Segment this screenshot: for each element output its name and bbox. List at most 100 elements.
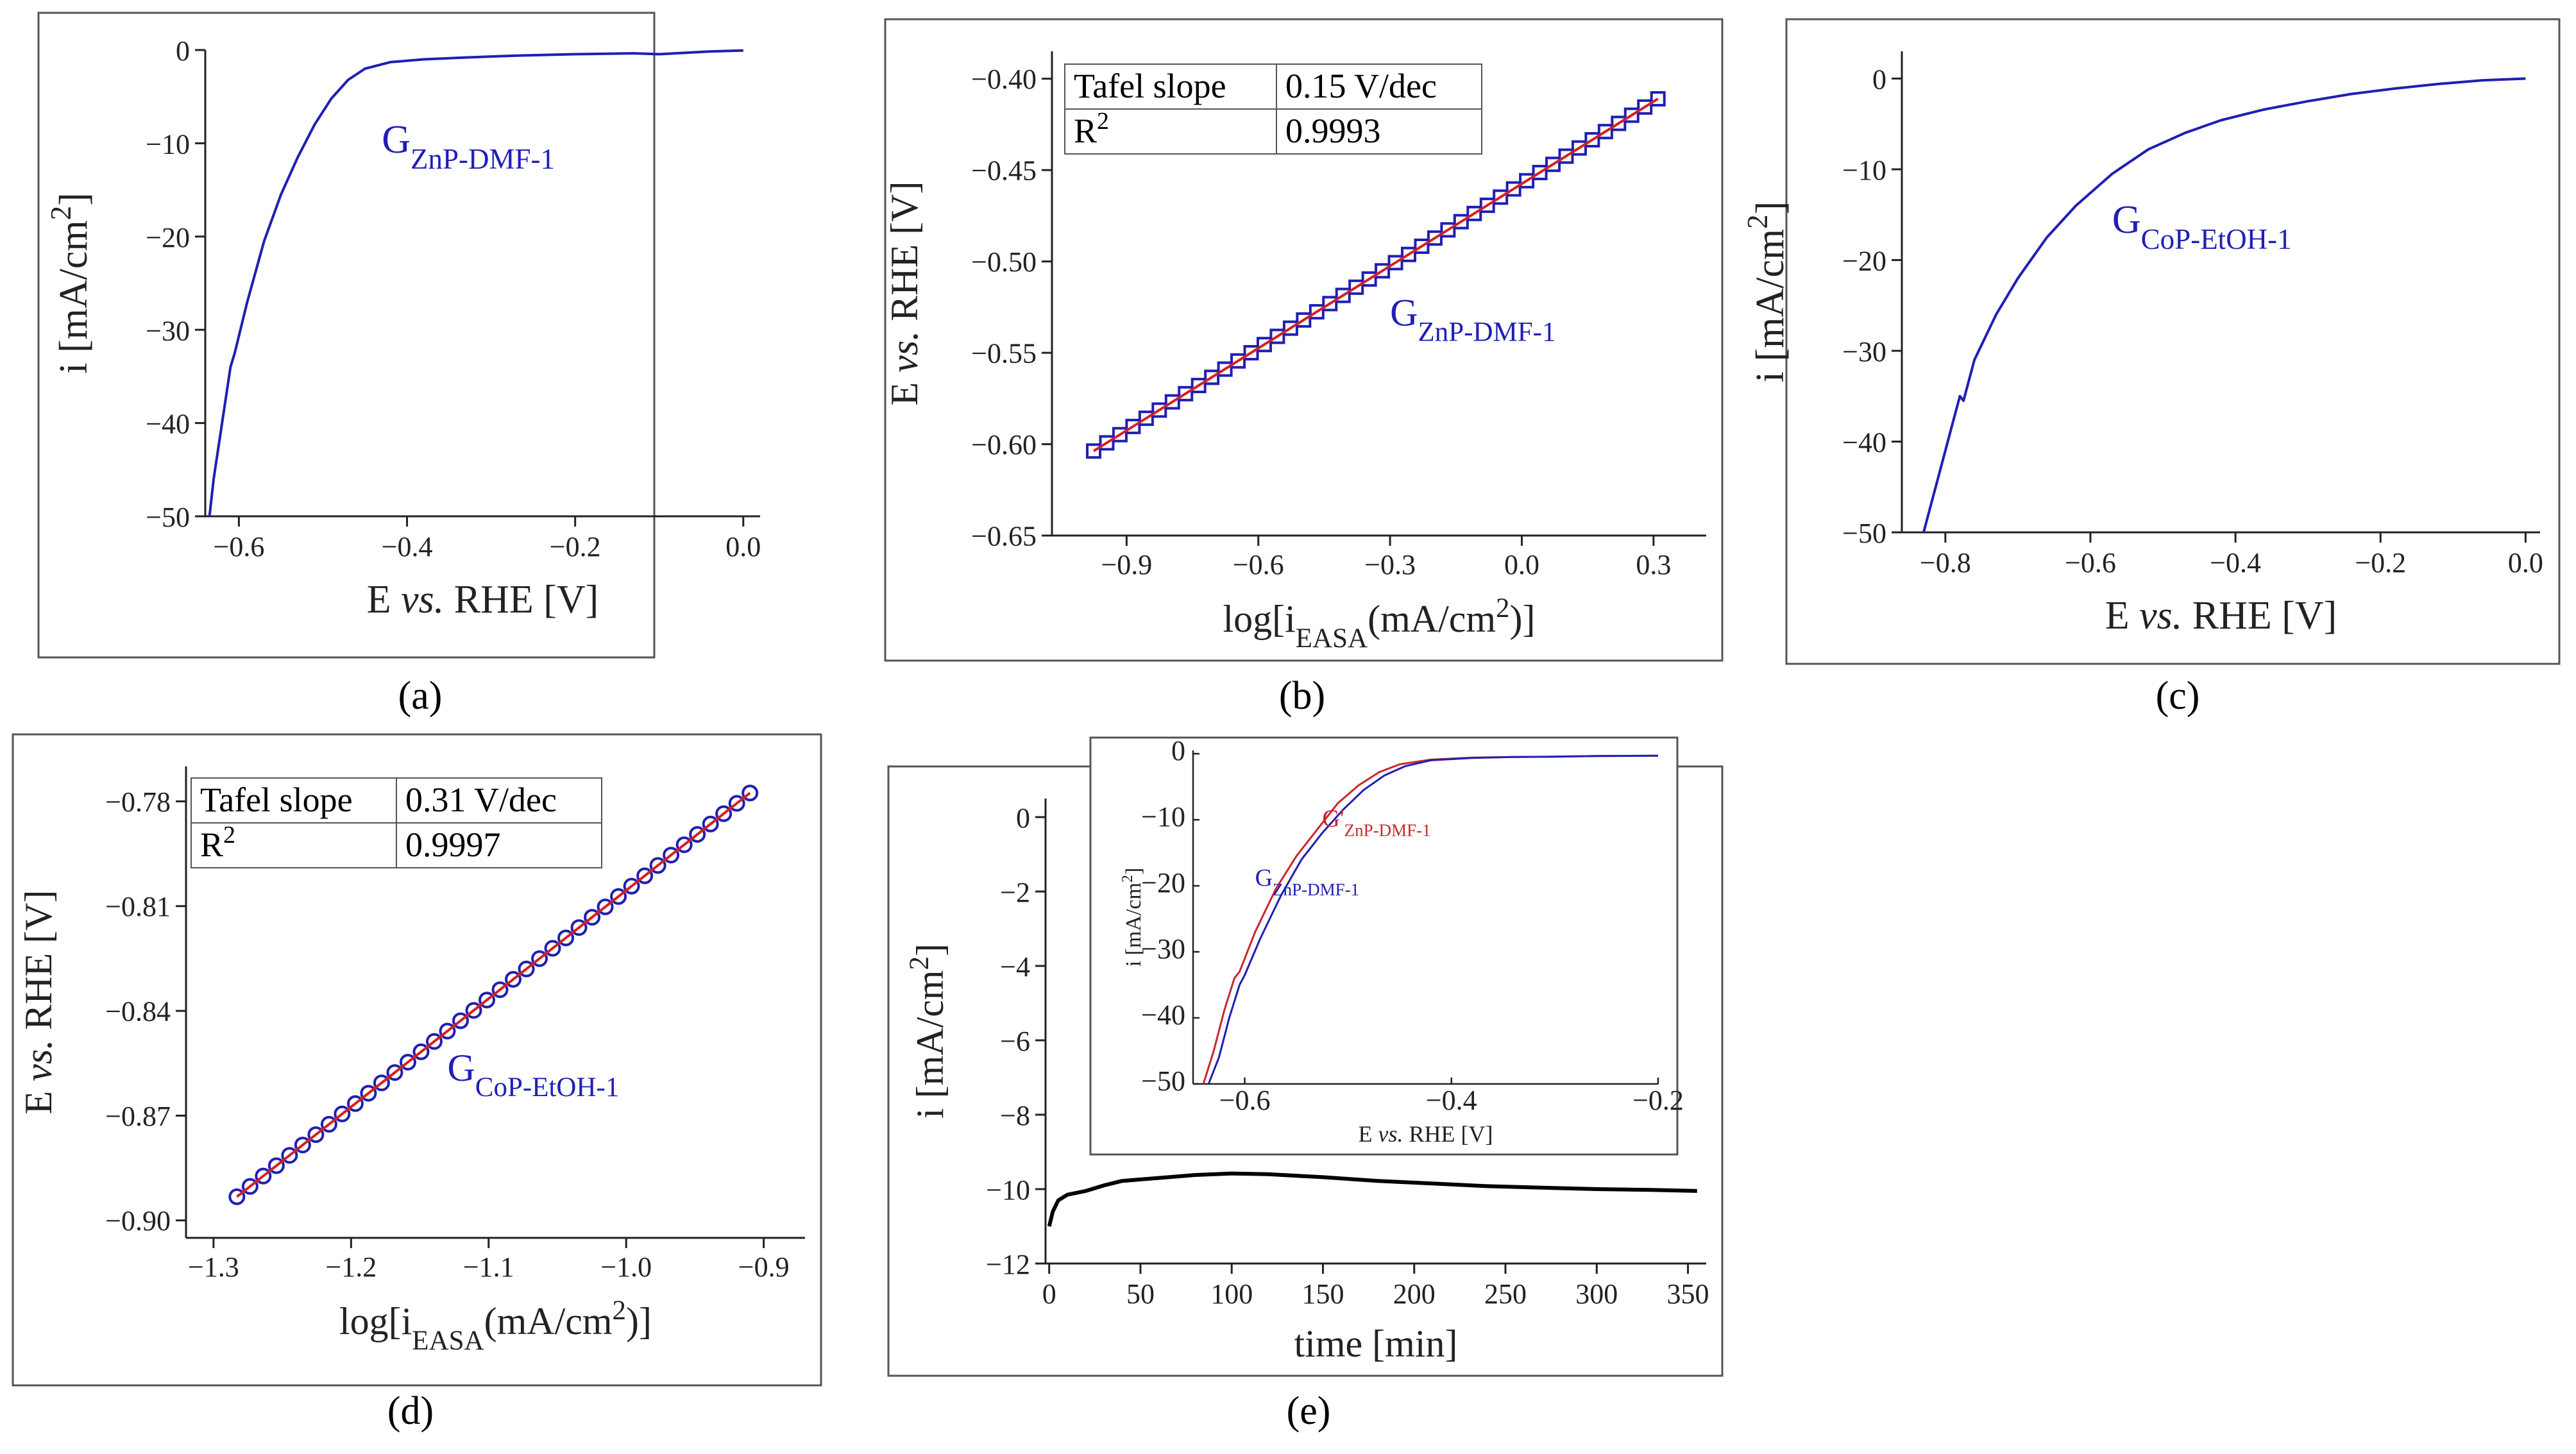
y-tick-label: −8: [1000, 1100, 1030, 1131]
data-point: [1479, 198, 1495, 214]
x-tick-label: −0.2: [2355, 547, 2406, 579]
data-point: [1493, 189, 1509, 205]
x-tick-label: −1.1: [463, 1251, 514, 1283]
x-tick-label: −0.3: [1364, 549, 1416, 580]
y-tick-label: −0.84: [105, 996, 171, 1027]
data-point: [1269, 328, 1285, 344]
x-tick-label: 150: [1301, 1278, 1344, 1310]
panel-frame-c: [1785, 18, 2561, 665]
x-tick-label: −0.4: [382, 531, 433, 562]
y-tick-label: −30: [146, 315, 190, 346]
chart-text: (a) (b) (c)(d) (e)−0.6 −0.4 −0.2 0.00−10−20−30…: [17, 35, 2543, 1433]
y-tick-label: −0.55: [971, 337, 1037, 369]
x-axis-title: log[iEASA(mA/cm2)]: [339, 1296, 652, 1356]
data-point: [597, 898, 614, 915]
data-point: [1086, 443, 1102, 459]
fit-table-key: R2: [200, 822, 235, 864]
y-tick-label: −0.65: [971, 520, 1037, 552]
data-point: [1335, 287, 1351, 303]
y-tick-label: −0.87: [105, 1101, 171, 1132]
data-point: [465, 1002, 482, 1019]
data-point: [1112, 427, 1128, 443]
x-tick-label: −0.6: [1233, 549, 1284, 580]
data-point: [241, 1178, 258, 1195]
data-point: [360, 1085, 377, 1102]
data-point: [1453, 214, 1469, 230]
data-point: [439, 1022, 456, 1040]
data-point: [1375, 263, 1391, 279]
fit-table-value: 0.9997: [405, 825, 501, 864]
data-point: [346, 1095, 364, 1112]
data-point: [702, 815, 719, 833]
series-line: [1047, 1171, 1697, 1227]
data-point: [1387, 255, 1403, 271]
y-tick-label: −40: [1842, 427, 1886, 459]
inset-series-line: [1207, 754, 1659, 1085]
fit-table-key: Tafel slope: [1074, 67, 1226, 105]
data-point: [531, 950, 548, 967]
fit-table-key: Tafel slope: [200, 781, 353, 819]
x-axis-title: E vs. RHE [V]: [367, 578, 599, 621]
x-tick-label: −0.4: [2210, 547, 2261, 579]
panel-label-e: (e): [1287, 1389, 1331, 1433]
inset-y-tick-label: −40: [1141, 999, 1185, 1031]
data-point: [1204, 369, 1220, 385]
y-tick-label: −50: [146, 502, 190, 533]
data-point: [636, 867, 654, 884]
data-point: [675, 836, 693, 854]
y-tick-label: −0.78: [105, 786, 171, 818]
data-point: [479, 992, 496, 1009]
data-point: [320, 1115, 337, 1133]
curve-label: GCoP-EtOH-1: [2112, 198, 2292, 255]
data-point: [255, 1167, 272, 1185]
data-point: [1532, 165, 1548, 181]
inset-y-tick-label: −50: [1141, 1065, 1185, 1097]
data-point: [1256, 337, 1272, 353]
data-point: [649, 857, 666, 874]
data-point: [689, 825, 706, 843]
data-point: [1322, 296, 1338, 312]
y-tick-label: −12: [986, 1249, 1030, 1280]
data-point: [1309, 304, 1325, 320]
x-tick-label: −0.8: [1920, 547, 1971, 579]
data-point: [557, 929, 575, 947]
inset-curve-label: GZnP-DMF-1: [1255, 865, 1359, 899]
data-point: [544, 940, 561, 957]
data-point: [373, 1074, 390, 1092]
data-point: [1623, 107, 1640, 123]
data-point: [1282, 320, 1298, 336]
y-axis-title: E vs. RHE [V]: [17, 890, 60, 1115]
data-point: [1178, 385, 1194, 402]
data-point: [1519, 173, 1535, 189]
y-axis-title: i [mA/cm2]: [904, 943, 952, 1119]
x-tick-label: 300: [1575, 1278, 1618, 1310]
x-tick-label: −0.6: [2065, 547, 2116, 579]
inset-y-axis-title: i [mA/cm2]: [1119, 868, 1146, 967]
data-point: [623, 877, 640, 895]
x-tick-label: −0.9: [738, 1251, 790, 1283]
data-point: [1545, 156, 1561, 173]
fit-line: [236, 791, 751, 1198]
chart-marks: [176, 49, 2540, 1274]
curve-label: GZnP-DMF-1: [382, 118, 555, 175]
y-tick-label: −6: [1000, 1026, 1030, 1057]
data-point: [1099, 435, 1115, 451]
inset-y-tick-label: −30: [1141, 933, 1185, 965]
y-axis-title: E vs. RHE [V]: [883, 182, 926, 406]
inset-y-tick-label: −10: [1141, 801, 1185, 833]
panel-label-d: (d): [387, 1389, 434, 1433]
y-tick-label: −20: [1842, 246, 1886, 277]
curve-label: GCoP-EtOH-1: [447, 1047, 619, 1103]
data-point: [728, 795, 745, 812]
fit-table-value: 0.9993: [1285, 112, 1381, 150]
x-axis-title: time [min]: [1294, 1323, 1458, 1365]
y-tick-label: −10: [1842, 155, 1886, 186]
y-tick-label: −20: [146, 222, 190, 253]
y-axis-title: i [mA/cm2]: [45, 192, 96, 374]
x-tick-label: 350: [1667, 1278, 1709, 1310]
inset-x-tick-label: −0.4: [1426, 1085, 1477, 1116]
data-point: [228, 1188, 246, 1205]
data-point: [715, 805, 733, 822]
inset-y-tick-label: 0: [1171, 735, 1185, 766]
